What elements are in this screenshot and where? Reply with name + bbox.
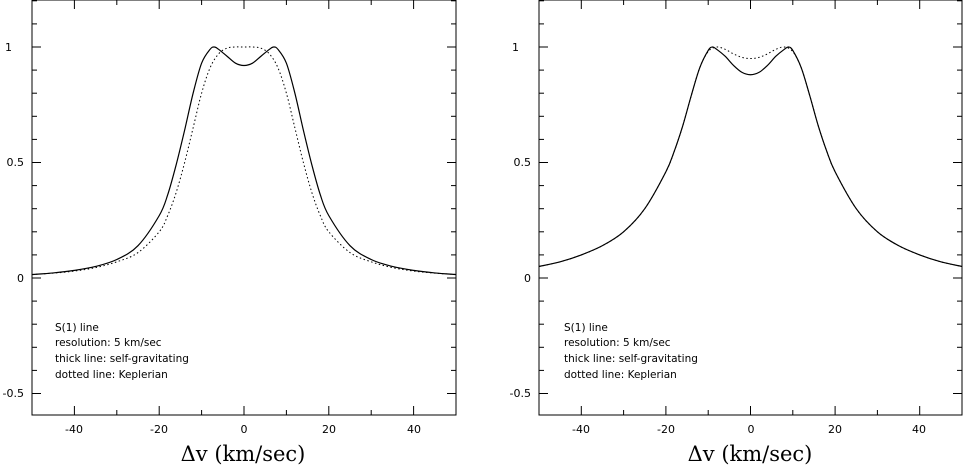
- xtick-label: 0: [748, 423, 755, 436]
- x-axis-label: Δv (km/sec): [688, 442, 813, 466]
- annotation-line: dotted line: Keplerian: [564, 369, 677, 381]
- annotation-line: S(1) line: [564, 322, 608, 334]
- xtick-label: -40: [572, 423, 590, 436]
- panel-left: 1 0.5 0 -0.5 -40 -20 0 20 40 S(1) line r…: [3, 0, 457, 466]
- ytick-label: 0.5: [514, 156, 532, 169]
- ytick-label: 0: [524, 272, 531, 285]
- xtick-label: 20: [828, 423, 842, 436]
- xtick-label: -40: [65, 423, 83, 436]
- annotation-line: thick line: self-gravitating: [564, 353, 698, 365]
- xtick-label: 0: [241, 423, 248, 436]
- x-axis-label: Δv (km/sec): [181, 442, 306, 466]
- annotation-line: thick line: self-gravitating: [55, 353, 189, 365]
- annotation-line: dotted line: Keplerian: [55, 369, 168, 381]
- xtick-label: 20: [322, 423, 336, 436]
- ytick-label: 1: [512, 41, 519, 54]
- xtick-label: -20: [150, 423, 168, 436]
- series-lines-left: [31, 46, 457, 276]
- series-line-keplerian: [31, 46, 457, 276]
- series-line-self-gravitating: [538, 46, 963, 268]
- series-lines-right: [538, 46, 963, 268]
- xtick-label: -20: [657, 423, 675, 436]
- ytick-label: -0.5: [3, 387, 24, 400]
- ytick-label: 1: [5, 41, 12, 54]
- annotation-line: resolution: 5 km/sec: [564, 337, 671, 349]
- series-line-self-gravitating: [31, 46, 457, 276]
- ticks-right: [538, 0, 963, 415]
- ticks-left: [31, 0, 457, 415]
- xtick-label: 40: [912, 423, 926, 436]
- xtick-label: 40: [407, 423, 421, 436]
- panel-right: 1 0.5 0 -0.5 -40 -20 0 20 40 S(1) line r…: [510, 0, 963, 466]
- annotation-line: resolution: 5 km/sec: [55, 337, 162, 349]
- ytick-label: -0.5: [510, 387, 531, 400]
- annotation-line: S(1) line: [55, 322, 99, 334]
- ytick-label: 0: [17, 272, 24, 285]
- ytick-label: 0.5: [7, 156, 25, 169]
- series-line-keplerian: [538, 46, 963, 267]
